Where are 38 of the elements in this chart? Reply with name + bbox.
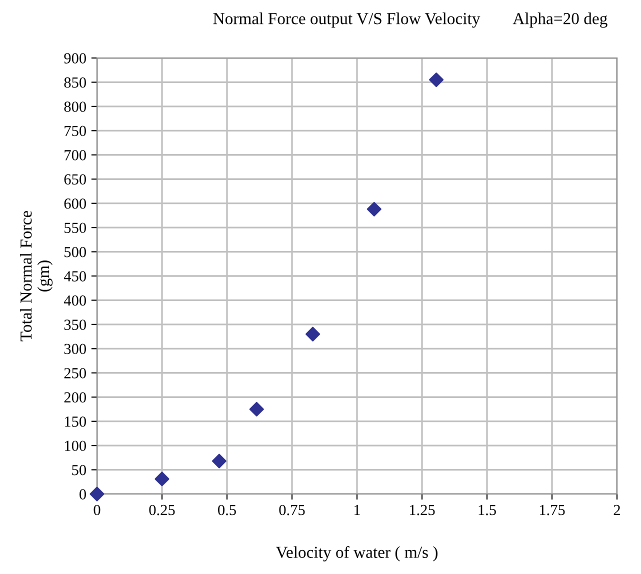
y-tick-label: 100 [65,440,86,452]
x-tick-label: 1 [354,504,360,516]
y-tick-label: 300 [64,344,86,354]
point [306,326,320,342]
y-tick-label: 250 [64,368,86,378]
x-tick-label: 0.25 [149,504,175,516]
y-tick-label: 200 [64,392,86,403]
y-axis-title: Total Normal Force (gm) [20,210,53,342]
y-tick-label: 350 [64,320,86,330]
point [212,454,226,468]
y-tick-label: 150 [65,416,86,427]
x-tick-label: 1.5 [478,504,496,516]
y-tick-label: 850 [64,77,86,88]
y-tick-label: 750 [64,126,86,136]
x-axis-title: Velocity of water ( m/s ) [276,546,438,562]
chart-title: Normal Force output V/S Flow Velocity Alpha=20 deg [213,12,608,28]
y-tick-label: 500 [64,246,86,258]
y-tick-label: 400 [64,295,86,306]
point [249,402,264,417]
point [154,472,170,486]
x-tick-label: 0.5 [218,504,236,516]
point [90,486,104,502]
x-tick-label: 0.75 [279,504,305,516]
y-tick-label: 650 [64,174,86,185]
y-tick-label: 700 [64,150,86,160]
y-tick-label: 550 [64,222,86,234]
y-tick-label: 0 [80,489,86,500]
y-tick-label: 800 [64,102,86,112]
point [366,202,382,216]
y-tick-label: 450 [64,271,86,282]
x-tick-label: 1.75 [540,504,565,516]
y-tick-label: 900 [64,53,86,64]
x-tick-label: 0 [94,504,100,516]
y-tick-label: 600 [64,198,86,209]
x-tick-label: 1.25 [410,504,435,516]
point [429,72,444,88]
y-tick-label: 50 [72,464,86,476]
x-tick-label: 2 [614,504,620,516]
